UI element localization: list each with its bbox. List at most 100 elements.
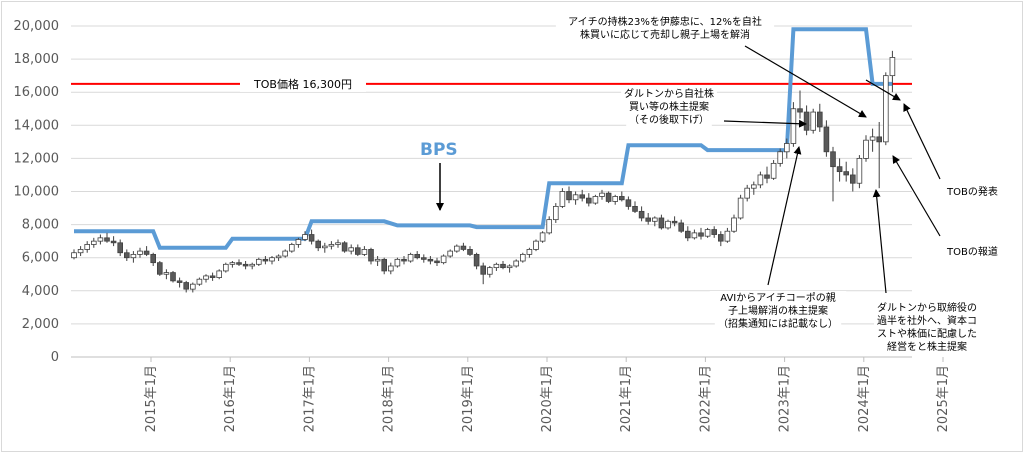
candle-body: [500, 263, 506, 269]
candle-body: [869, 136, 876, 141]
tob-price-line-group: TOB価格 16,300円: [71, 75, 912, 92]
candle: [203, 274, 209, 283]
annotation-bg: [626, 100, 712, 113]
candle: [777, 148, 783, 167]
y-axis-tick-labels: 0 2,000 4,000 6,000 8,000 10,000 12,000 14,000 1…: [14, 19, 60, 365]
candle-body: [348, 247, 354, 252]
candle-body: [117, 242, 124, 254]
candle: [414, 251, 420, 260]
candle-body: [163, 272, 170, 275]
candle: [744, 184, 750, 202]
y-tick-label: 2,000: [22, 317, 59, 332]
x-axis-tick-labels: 2015年1月 2016年1月 2017年1月 2018年1月 2019年1月 2020年…: [144, 357, 951, 432]
candle: [262, 256, 269, 265]
candle: [566, 186, 572, 204]
candle: [638, 206, 645, 222]
candle-body: [203, 275, 209, 280]
y-tick-label: 0: [51, 350, 59, 365]
annotation-bg: [555, 15, 775, 28]
annotation-bg: [709, 291, 847, 304]
candle-body: [520, 253, 526, 262]
candle-body: [632, 205, 638, 212]
candle-body: [856, 157, 863, 184]
x-tick-label: 2017年1月: [302, 365, 317, 432]
candle: [269, 256, 275, 265]
candle-body: [467, 249, 473, 255]
candle-body: [354, 247, 361, 255]
candle: [685, 226, 691, 242]
candle-body: [803, 111, 810, 131]
candle-body: [797, 108, 803, 113]
candle: [520, 252, 526, 263]
candle: [407, 252, 414, 263]
candle: [447, 249, 453, 258]
candle: [255, 257, 262, 266]
candle: [856, 155, 863, 189]
annotation-bg: [576, 28, 754, 41]
candle-body: [282, 250, 288, 257]
candle-body: [361, 249, 368, 255]
candle: [229, 261, 236, 268]
candle-body: [751, 184, 757, 189]
candle: [711, 226, 717, 238]
candle-body: [288, 244, 295, 252]
candle-body: [817, 111, 823, 128]
annotation-arrow: [723, 119, 807, 128]
candle-body: [176, 280, 183, 283]
candle-body: [407, 253, 414, 262]
x-tick-label: 2020年1月: [540, 365, 555, 432]
annotation-arrow: [767, 146, 802, 286]
candle: [579, 189, 585, 202]
y-tick-label: 12,000: [14, 151, 60, 166]
annotation-line: アイチの持株23%を伊藤忠に、12%を自社: [568, 15, 762, 28]
candle-body: [71, 252, 77, 259]
candle: [665, 219, 671, 230]
candle-body: [658, 217, 665, 229]
candle-body: [447, 250, 453, 257]
candle: [691, 229, 698, 240]
candle-body: [486, 267, 493, 275]
annotation-line: 株買いに応じて売却し親子上場を解消: [580, 28, 750, 41]
candle: [460, 242, 467, 252]
x-tick-label: 2016年1月: [223, 365, 238, 432]
candle: [480, 262, 486, 285]
candle: [645, 213, 651, 225]
candle-body: [612, 196, 618, 202]
candle: [539, 231, 546, 243]
candle: [559, 188, 566, 209]
candle: [242, 261, 249, 270]
candle-body: [652, 217, 658, 222]
candle: [546, 216, 552, 235]
candle: [216, 269, 223, 280]
candle: [883, 72, 889, 146]
y-tick-label: 6,000: [22, 251, 59, 266]
candle-body: [744, 187, 750, 199]
candle-body: [335, 242, 341, 245]
bps-line: [74, 27, 893, 250]
candle: [110, 236, 117, 247]
y-tick-label: 16,000: [14, 85, 60, 100]
candle-body: [209, 275, 216, 278]
candle: [751, 181, 757, 195]
candle-body: [889, 57, 896, 77]
candle-body: [302, 234, 308, 240]
candle: [163, 269, 170, 280]
x-tick-label: 2021年1月: [619, 365, 634, 432]
candle: [632, 201, 638, 214]
candle: [836, 158, 843, 182]
candle: [533, 239, 539, 252]
candle-body: [104, 237, 110, 242]
annotation-line: 子上場解消の株主提案: [728, 304, 828, 317]
candle-body: [91, 240, 97, 245]
annotation-line: TOBの発表: [946, 185, 998, 198]
candle-body: [579, 194, 585, 199]
candle-body: [506, 265, 513, 269]
candle-body: [249, 263, 256, 267]
candle-body: [883, 75, 889, 143]
annotation-bg: [874, 314, 980, 327]
candle: [704, 227, 711, 238]
candle-body: [863, 139, 869, 159]
candle: [658, 214, 665, 230]
candle: [150, 252, 157, 266]
annotation-line: ダルトンから自社株: [624, 87, 714, 100]
